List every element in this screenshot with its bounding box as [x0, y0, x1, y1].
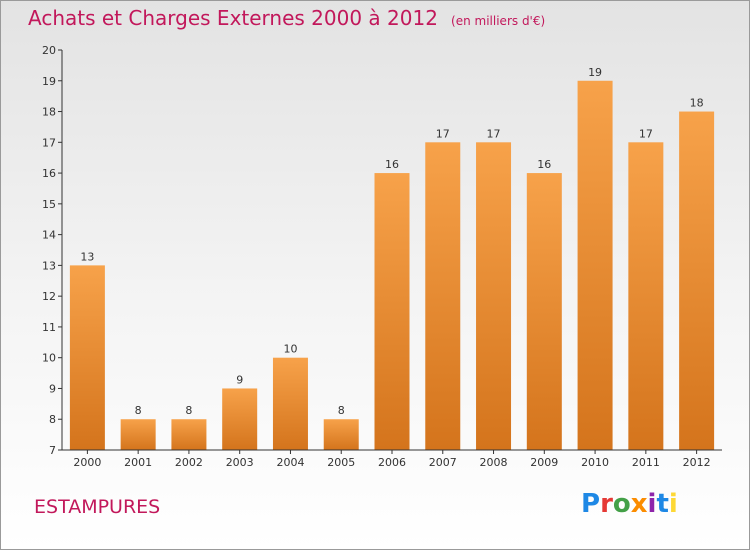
y-tick-label: 12: [42, 290, 56, 303]
bar-2005: [323, 419, 359, 450]
y-tick-label: 14: [42, 229, 56, 242]
y-tick-label: 11: [42, 321, 56, 334]
logo-letter: r: [600, 489, 613, 519]
bar-2001: [120, 419, 156, 450]
value-label-2010: 19: [588, 66, 602, 79]
value-label-2006: 16: [385, 158, 399, 171]
y-tick-label: 19: [42, 75, 56, 88]
bar-2012: [679, 111, 715, 451]
x-tick-label-2008: 2008: [480, 456, 508, 469]
value-label-2012: 18: [690, 97, 704, 110]
y-tick-label: 10: [42, 352, 56, 365]
value-label-2009: 16: [537, 158, 551, 171]
proxiti-logo: Proxiti: [581, 489, 678, 519]
x-tick-label-2011: 2011: [632, 456, 660, 469]
x-tick-label-2010: 2010: [581, 456, 609, 469]
value-label-2001: 8: [135, 404, 142, 417]
value-label-2002: 8: [185, 404, 192, 417]
y-tick-label: 20: [42, 44, 56, 57]
commune-name: ESTAMPURES: [34, 496, 161, 518]
logo-letter: i: [647, 489, 657, 519]
logo-letter: t: [656, 489, 669, 519]
y-tick-label: 18: [42, 106, 56, 119]
bar-2000: [69, 265, 105, 450]
x-tick-label-2000: 2000: [73, 456, 101, 469]
chart-title: Achats et Charges Externes 2000 à 2012 (…: [28, 6, 545, 30]
logo-letter: x: [630, 489, 648, 519]
value-label-2000: 13: [80, 250, 94, 263]
y-tick-label: 8: [49, 413, 56, 426]
logo-letter: P: [581, 489, 601, 519]
bar-2008: [476, 142, 512, 451]
x-tick-label-2002: 2002: [175, 456, 203, 469]
bar-2004: [272, 357, 308, 450]
bar-2011: [628, 142, 664, 451]
bar-2006: [374, 173, 410, 451]
bar-2009: [526, 173, 562, 451]
logo-letter: o: [612, 489, 631, 519]
y-tick-label: 15: [42, 198, 56, 211]
chart-title-main: Achats et Charges Externes 2000 à 2012: [28, 6, 438, 30]
chart-title-unit: (en milliers d'€): [451, 14, 546, 28]
value-label-2011: 17: [639, 127, 653, 140]
value-label-2003: 9: [236, 373, 243, 386]
value-label-2008: 17: [487, 127, 501, 140]
bar-2010: [577, 80, 613, 451]
logo-letter: i: [668, 489, 678, 519]
y-tick-label: 16: [42, 167, 56, 180]
x-tick-label-2001: 2001: [124, 456, 152, 469]
x-tick-label-2003: 2003: [226, 456, 254, 469]
x-tick-label-2005: 2005: [327, 456, 355, 469]
x-tick-label-2007: 2007: [429, 456, 457, 469]
x-tick-label-2006: 2006: [378, 456, 406, 469]
bar-2003: [222, 388, 258, 450]
value-label-2004: 10: [283, 343, 297, 356]
value-label-2007: 17: [436, 127, 450, 140]
y-tick-label: 17: [42, 136, 56, 149]
labels-layer: 13 8 8 9 10 8 16 17 17 16 19 17 18: [80, 66, 703, 417]
bars-layer: [69, 80, 715, 451]
x-tick-label-2012: 2012: [683, 456, 711, 469]
y-tick-label: 9: [49, 382, 56, 395]
bar-2002: [171, 419, 207, 450]
y-tick-label: 13: [42, 259, 56, 272]
axes-layer: 7 8 9 10 11 12 13 14 15 16 17 18 19 20 2000 2001 2002 200…: [42, 44, 722, 469]
bar-2007: [425, 142, 461, 451]
y-tick-label: 7: [49, 444, 56, 457]
x-tick-label-2009: 2009: [530, 456, 558, 469]
x-tick-label-2004: 2004: [276, 456, 304, 469]
value-label-2005: 8: [338, 404, 345, 417]
